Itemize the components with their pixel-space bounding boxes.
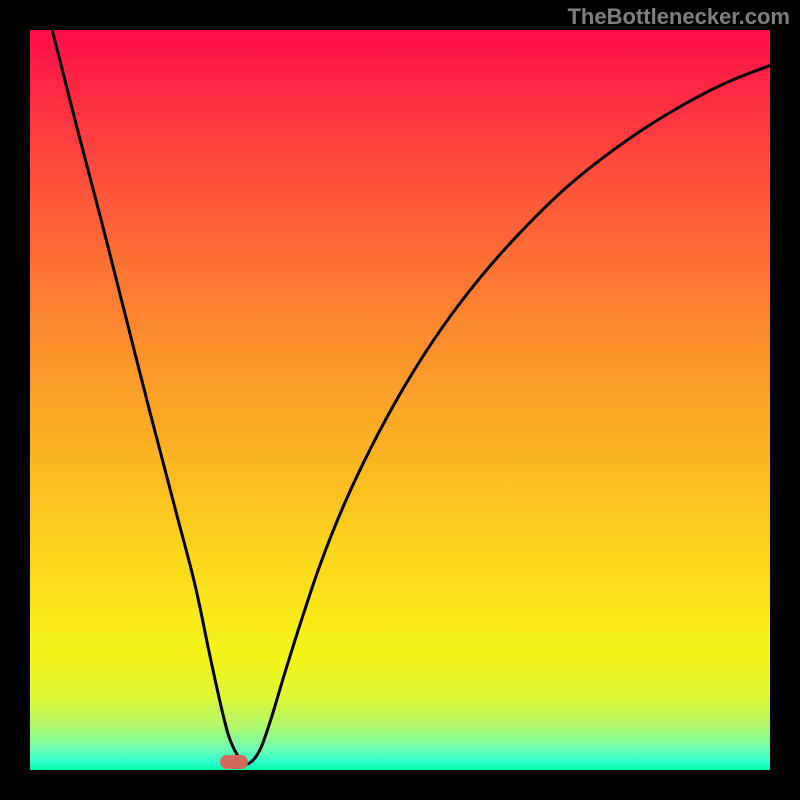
chart-container: TheBottlenecker.com: [0, 0, 800, 800]
optimal-point-marker: [220, 755, 248, 769]
bottleneck-curve: [30, 30, 770, 770]
watermark-text: TheBottlenecker.com: [567, 4, 790, 30]
